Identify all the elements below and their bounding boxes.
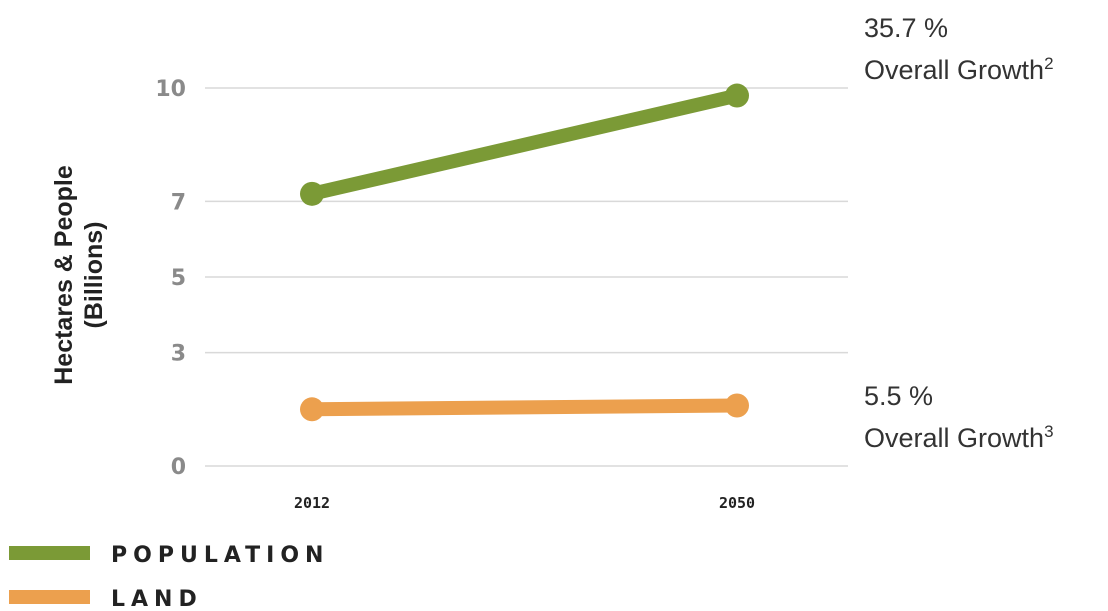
data-point-land-2050 — [725, 393, 749, 418]
y-axis-label-line-1: Hectares & People — [50, 165, 78, 385]
x-axis-ticks: 2012 2050 — [294, 494, 755, 512]
series-lines — [300, 83, 749, 422]
population-growth-label: Overall Growth2 — [864, 54, 1054, 85]
y-tick-label-5: 5 — [171, 266, 186, 291]
y-axis-label-line-2: (Billions) — [80, 222, 108, 329]
y-tick-label-10: 10 — [155, 77, 186, 102]
population-growth-value: 35.7 % — [864, 13, 948, 43]
series-line-population — [305, 88, 744, 201]
population-growth-text: Overall Growth — [864, 55, 1044, 85]
population-growth-footnote: 2 — [1044, 54, 1053, 73]
growth-annotations: 35.7 % Overall Growth2 5.5 % Overall Gro… — [864, 13, 1054, 453]
x-tick-label-2012: 2012 — [294, 494, 330, 512]
series-line-land — [305, 398, 744, 417]
y-tick-label-3: 3 — [171, 342, 186, 367]
legend-swatch-population — [9, 546, 90, 560]
land-growth-value: 5.5 % — [864, 381, 933, 411]
data-point-land-2012 — [300, 397, 324, 422]
legend-swatch-land — [9, 590, 90, 604]
land-growth-label: Overall Growth3 — [864, 422, 1054, 453]
y-axis-ticks: 0 3 5 7 10 — [155, 77, 186, 480]
y-tick-label-0: 0 — [171, 455, 186, 480]
data-point-population-2050 — [725, 83, 749, 108]
land-growth-text: Overall Growth — [864, 423, 1044, 453]
legend-label-land: LAND — [111, 587, 203, 611]
y-axis-label: Hectares & People (Billions) — [50, 165, 108, 385]
legend-label-population: POPULATION — [111, 543, 329, 568]
land-growth-footnote: 3 — [1044, 422, 1053, 441]
y-tick-label-7: 7 — [171, 190, 186, 215]
legend: POPULATION LAND — [9, 543, 329, 611]
x-tick-label-2050: 2050 — [719, 494, 755, 512]
data-point-population-2012 — [300, 181, 324, 206]
